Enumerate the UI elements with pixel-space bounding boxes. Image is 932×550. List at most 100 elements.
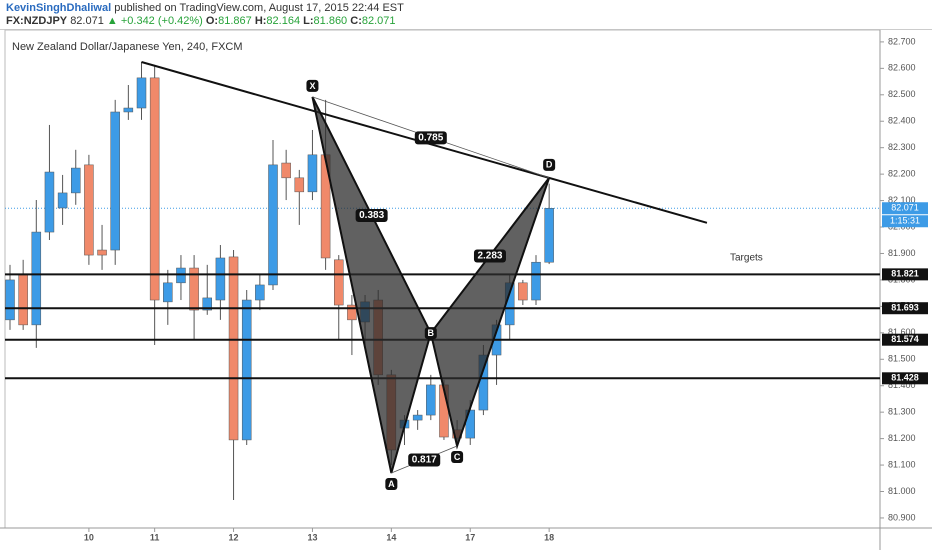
candle-body bbox=[44, 171, 55, 233]
candle-body bbox=[18, 274, 28, 326]
candle-body bbox=[136, 77, 147, 109]
x-tick-label: 14 bbox=[386, 532, 396, 542]
candle-body bbox=[307, 154, 318, 193]
candle-body bbox=[334, 259, 344, 306]
ohlc-label: O: bbox=[205, 15, 219, 27]
y-tick-label: 81.900 bbox=[888, 248, 916, 258]
ratio-box bbox=[414, 131, 447, 145]
candle-body bbox=[176, 267, 186, 284]
candle-body bbox=[241, 299, 252, 441]
y-tick-label: 81.500 bbox=[888, 354, 916, 364]
level-label: 81.428 bbox=[891, 373, 919, 383]
candle-body bbox=[294, 177, 305, 193]
ohlc-label: H: bbox=[254, 15, 267, 27]
level-label: 81.574 bbox=[891, 334, 919, 344]
candle-body bbox=[97, 249, 107, 256]
candle-body bbox=[426, 384, 436, 416]
last-price-label: 82.071 bbox=[891, 203, 919, 213]
point-label: X bbox=[309, 81, 315, 91]
y-tick-label: 80.900 bbox=[888, 512, 916, 522]
y-tick-label: 81.600 bbox=[888, 327, 916, 337]
candle-body bbox=[412, 414, 423, 421]
ohlc-value: 82.071 bbox=[361, 15, 396, 27]
candle-body bbox=[544, 208, 554, 263]
candle-body bbox=[255, 284, 265, 301]
candle-body bbox=[57, 192, 68, 209]
header-line-1: KevinSinghDhaliwal published on TradingV… bbox=[6, 2, 926, 15]
published: published on TradingView.com, August 17,… bbox=[114, 2, 404, 14]
annotation: Targets bbox=[730, 253, 763, 264]
point-box bbox=[385, 477, 398, 490]
ratio-label: 0.817 bbox=[412, 455, 437, 466]
ratio-box bbox=[355, 208, 388, 222]
level-label: 81.821 bbox=[891, 269, 919, 279]
candle-body bbox=[215, 257, 226, 301]
ratio-box bbox=[473, 249, 506, 263]
ratio-label: 0.785 bbox=[418, 133, 443, 144]
candle-body bbox=[110, 111, 120, 251]
author[interactable]: KevinSinghDhaliwal bbox=[6, 2, 112, 14]
candle-body bbox=[531, 261, 541, 301]
change: ▲ +0.342 (+0.42%) bbox=[106, 15, 203, 27]
point-label: B bbox=[428, 328, 435, 338]
point-box bbox=[424, 327, 437, 340]
x-tick-label: 12 bbox=[229, 532, 239, 542]
level-label-box bbox=[882, 268, 928, 281]
ohlc-value: 82.164 bbox=[266, 15, 301, 27]
level-label-box bbox=[882, 302, 928, 315]
level-label: 81.693 bbox=[891, 303, 919, 313]
header-line-2: FX:NZDJPY 82.071 ▲ +0.342 (+0.42%) O:81.… bbox=[6, 15, 926, 28]
candle-body bbox=[268, 164, 278, 286]
x-tick-label: 11 bbox=[150, 532, 160, 542]
x-tick-label: 10 bbox=[84, 532, 94, 542]
y-tick-label: 81.000 bbox=[888, 486, 916, 496]
countdown: 1:15:31 bbox=[890, 216, 920, 226]
candle-body bbox=[123, 107, 134, 113]
y-tick-label: 82.600 bbox=[888, 63, 916, 73]
ohlc-label: L: bbox=[303, 15, 314, 27]
point-label: D bbox=[546, 160, 553, 170]
level-label-box bbox=[882, 372, 928, 385]
candle-body bbox=[228, 256, 239, 441]
x-tick-label: 18 bbox=[544, 532, 554, 542]
point-box bbox=[306, 79, 319, 92]
y-tick-label: 81.400 bbox=[888, 380, 916, 390]
level-label-box bbox=[882, 333, 928, 346]
candle-body bbox=[149, 77, 160, 301]
candle-body bbox=[31, 231, 42, 326]
candle-body bbox=[347, 304, 357, 321]
last-price-box bbox=[882, 202, 928, 215]
header: KevinSinghDhaliwal published on TradingV… bbox=[0, 0, 932, 30]
chart-title: New Zealand Dollar/Japanese Yen, 240, FX… bbox=[12, 41, 243, 53]
ratio-box bbox=[408, 453, 441, 467]
x-tick-label: 13 bbox=[307, 532, 317, 542]
candle-body bbox=[189, 267, 199, 311]
plot-frame bbox=[4, 29, 881, 529]
x-tick-label: 17 bbox=[465, 532, 475, 542]
y-tick-label: 81.300 bbox=[888, 407, 916, 417]
symbol: FX:NZDJPY bbox=[6, 15, 68, 27]
candle-body bbox=[84, 164, 94, 256]
ratio-label: 2.283 bbox=[477, 251, 502, 262]
candle-body bbox=[281, 162, 291, 179]
candle-body bbox=[518, 282, 528, 301]
point-box bbox=[451, 451, 464, 464]
y-tick-label: 82.200 bbox=[888, 169, 916, 179]
point-box bbox=[543, 158, 556, 171]
ohlc-value: 81.867 bbox=[218, 15, 252, 27]
point-label: A bbox=[388, 479, 395, 489]
ratio-label: 0.383 bbox=[359, 210, 384, 221]
candle-body bbox=[5, 279, 15, 321]
y-tick-label: 81.200 bbox=[888, 433, 916, 443]
ohlc-label: C: bbox=[350, 15, 362, 27]
pattern-bcd bbox=[429, 177, 551, 450]
candle-body bbox=[71, 167, 81, 194]
ohlc-value: 81.860 bbox=[313, 15, 348, 27]
y-tick-label: 81.100 bbox=[888, 459, 916, 469]
point-label: C bbox=[454, 452, 461, 462]
y-tick-label: 82.400 bbox=[888, 116, 916, 126]
candle-body bbox=[202, 297, 212, 311]
y-tick-label: 82.100 bbox=[888, 195, 916, 205]
